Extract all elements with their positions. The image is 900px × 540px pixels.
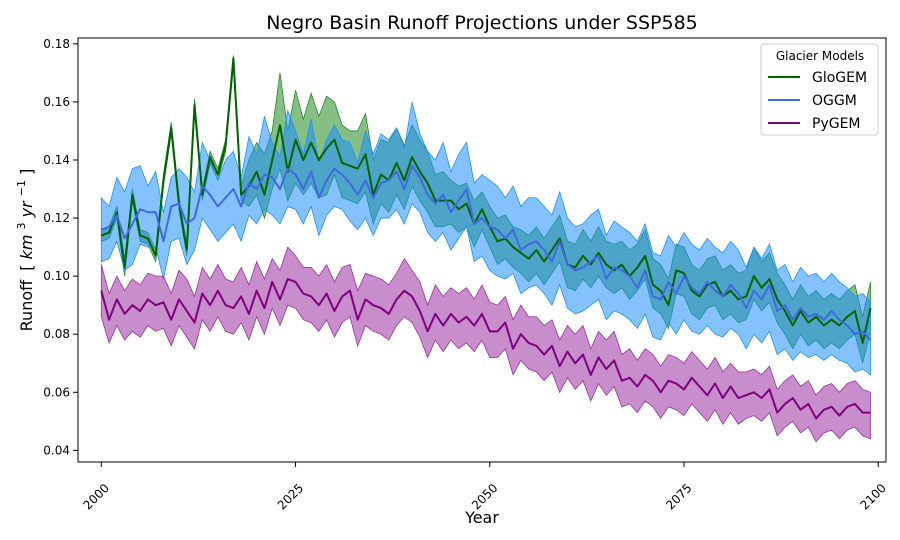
glogem-line bbox=[100, 57, 872, 344]
y-tick-label: 0.16 bbox=[43, 95, 70, 109]
x-tick-label: 2100 bbox=[857, 481, 888, 512]
legend-label-pygem: PyGEM bbox=[812, 116, 861, 132]
x-axis-label: Year bbox=[464, 508, 499, 527]
x-tick-label: 2000 bbox=[81, 481, 112, 512]
legend-title: Glacier Models bbox=[776, 49, 864, 63]
pygem-band bbox=[100, 246, 871, 443]
plot-frame bbox=[77, 37, 887, 463]
y-tick-label: 0.04 bbox=[43, 443, 70, 457]
oggm-band bbox=[100, 101, 871, 376]
y-tick-label: 0.14 bbox=[43, 153, 70, 167]
uncertainty-bands bbox=[100, 55, 871, 443]
y-tick-label: 0.18 bbox=[43, 37, 70, 51]
y-tick-label: 0.08 bbox=[43, 327, 70, 341]
y-axis-ticks: 0.04 0.06 0.08 0.10 0.12 0.14 0.16 0.18 bbox=[43, 37, 78, 457]
x-tick-label: 2075 bbox=[663, 481, 694, 512]
legend-label-glogem: GloGEM bbox=[812, 70, 867, 86]
x-axis-ticks: 2000 2025 2050 2075 2100 bbox=[81, 462, 889, 512]
y-tick-label: 0.10 bbox=[43, 269, 70, 283]
legend-box bbox=[760, 43, 879, 136]
series-lines bbox=[100, 57, 872, 420]
y-axis-label: Runoff [ km 3 yr −1 ] bbox=[10, 169, 36, 332]
y-tick-label: 0.12 bbox=[43, 211, 70, 225]
y-unit-open: [ bbox=[17, 265, 36, 271]
y-unit-yr: yr bbox=[17, 200, 36, 218]
legend-label-oggm: OGGM bbox=[812, 93, 857, 109]
y-unit-close: ] bbox=[17, 169, 36, 175]
y-tick-label: 0.06 bbox=[43, 385, 70, 399]
legend: Glacier Models GloGEM OGGM PyGEM bbox=[760, 43, 879, 136]
pygem-line bbox=[100, 278, 871, 420]
x-tick-label: 2025 bbox=[275, 481, 306, 512]
y-unit-exp3: 3 bbox=[15, 222, 28, 229]
y-axis-label-main: Runoff bbox=[17, 279, 36, 331]
y-unit-km: km bbox=[17, 235, 36, 260]
oggm-line bbox=[100, 164, 872, 341]
y-unit-exp-neg1: −1 bbox=[15, 180, 28, 196]
chart-title: Negro Basin Runoff Projections under SSP… bbox=[266, 12, 698, 34]
